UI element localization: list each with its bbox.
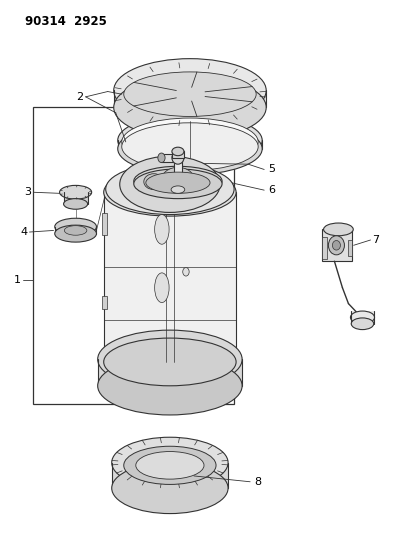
Ellipse shape: [134, 166, 222, 196]
Ellipse shape: [172, 147, 184, 156]
Bar: [348, 240, 352, 256]
Bar: [102, 214, 107, 235]
Text: 90314  2925: 90314 2925: [25, 14, 107, 28]
Ellipse shape: [112, 463, 228, 514]
Ellipse shape: [122, 118, 258, 166]
Ellipse shape: [120, 156, 220, 213]
Ellipse shape: [183, 268, 189, 276]
Ellipse shape: [63, 199, 88, 209]
Bar: [322, 229, 352, 261]
Ellipse shape: [324, 223, 353, 236]
Ellipse shape: [98, 330, 242, 389]
Bar: [173, 158, 182, 190]
Bar: [102, 296, 107, 309]
Text: 7: 7: [372, 235, 380, 245]
Ellipse shape: [171, 186, 185, 193]
Bar: [172, 151, 184, 158]
Ellipse shape: [118, 114, 262, 166]
Ellipse shape: [332, 240, 341, 250]
Ellipse shape: [136, 451, 204, 479]
Text: 5: 5: [268, 165, 275, 174]
Ellipse shape: [64, 225, 87, 235]
Ellipse shape: [124, 446, 216, 484]
Ellipse shape: [146, 172, 210, 193]
Ellipse shape: [328, 236, 345, 255]
Ellipse shape: [162, 167, 194, 191]
Ellipse shape: [351, 318, 374, 329]
Bar: [322, 237, 327, 259]
Ellipse shape: [55, 225, 97, 242]
Text: 2: 2: [76, 92, 84, 102]
Ellipse shape: [122, 123, 258, 171]
Bar: [114, 91, 266, 108]
Bar: [98, 359, 242, 386]
Ellipse shape: [114, 59, 266, 122]
Bar: [34, 108, 234, 405]
Ellipse shape: [118, 123, 262, 175]
Ellipse shape: [55, 218, 97, 235]
Bar: [112, 463, 228, 488]
Bar: [351, 311, 374, 324]
Ellipse shape: [106, 164, 234, 215]
Bar: [55, 227, 97, 233]
Ellipse shape: [104, 338, 236, 386]
Bar: [63, 192, 88, 204]
Ellipse shape: [158, 153, 165, 163]
Ellipse shape: [155, 273, 169, 303]
Ellipse shape: [187, 176, 201, 189]
Ellipse shape: [112, 437, 228, 488]
Ellipse shape: [134, 169, 222, 199]
Ellipse shape: [350, 311, 375, 324]
Text: 4: 4: [20, 227, 27, 237]
Text: 3: 3: [25, 187, 32, 197]
Ellipse shape: [144, 174, 164, 190]
Ellipse shape: [124, 72, 256, 116]
Text: 8: 8: [254, 477, 261, 487]
Bar: [162, 154, 173, 162]
Text: 1: 1: [14, 274, 21, 285]
Ellipse shape: [98, 357, 242, 415]
Ellipse shape: [114, 76, 266, 139]
Ellipse shape: [104, 168, 236, 216]
Text: 6: 6: [268, 185, 275, 195]
Ellipse shape: [172, 151, 184, 164]
Bar: [118, 140, 262, 149]
Ellipse shape: [155, 215, 169, 244]
Bar: [104, 192, 236, 362]
Ellipse shape: [59, 185, 92, 199]
